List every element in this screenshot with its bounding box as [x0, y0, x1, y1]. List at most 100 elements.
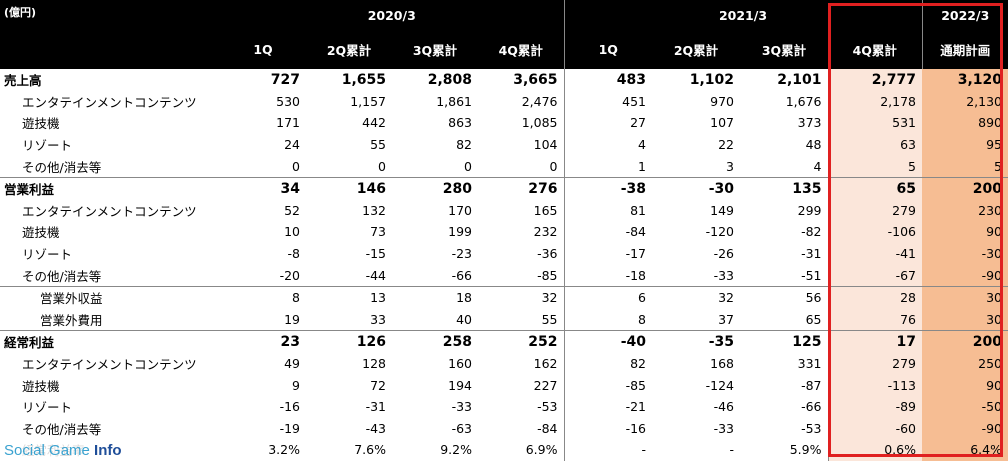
table-cell: -90	[922, 264, 1008, 287]
table-cell: 2,777	[827, 69, 922, 91]
table-cell: 8	[563, 308, 652, 331]
table-cell: 126	[306, 330, 392, 353]
table-cell: 82	[456, 137, 472, 153]
table-cell: 34	[220, 176, 306, 200]
table-cell: 279	[827, 352, 922, 375]
column-header: 2Q累計	[306, 30, 392, 69]
table-cell: 17	[827, 330, 922, 353]
table-cell: 4	[563, 133, 652, 156]
table-cell: -60	[827, 417, 922, 440]
table-cell: -53	[537, 399, 558, 415]
table-cell: -33	[451, 399, 472, 415]
row-label: 遊技機	[22, 378, 60, 394]
table-cell: 135	[740, 176, 828, 200]
table-cell: -113	[827, 374, 922, 396]
table-cell: 331	[797, 356, 822, 372]
table-cell: -20	[279, 267, 300, 283]
table-cell: 9.2%	[440, 442, 472, 458]
table-cell: 63	[827, 133, 922, 156]
table-cell: 5	[827, 155, 922, 178]
table-cell: 3	[726, 158, 734, 174]
table-cell: 970	[710, 93, 734, 109]
table-cell: -44	[365, 267, 386, 283]
table-cell: 1	[563, 155, 652, 178]
row-label: リゾート	[22, 247, 73, 263]
table-cell: 3.2%	[268, 442, 300, 458]
column-header: 3Q累計	[740, 30, 828, 69]
table-row: 売上高 727 1,655 2,808 3,665 483 1,102 2,101 2,777 3…	[0, 69, 1008, 91]
table-cell: 72	[370, 377, 386, 393]
row-label: 営業外収益	[0, 285, 220, 309]
table-cell: 8	[220, 285, 306, 309]
table-cell: 73	[370, 224, 386, 240]
row-label: 遊技機	[22, 116, 60, 132]
table-cell: 55	[541, 311, 558, 327]
column-header: 通期計画	[921, 30, 1008, 69]
row-label: 経常利益	[0, 330, 220, 353]
table-cell: -106	[827, 221, 922, 243]
table-cell: 24	[284, 137, 300, 153]
table-cell: -66	[801, 399, 822, 415]
table-cell: 258	[392, 330, 478, 353]
table-cell: -31	[365, 399, 386, 415]
table-cell: 1,861	[436, 93, 472, 109]
table-cell: 30	[922, 308, 1008, 331]
table-cell: -51	[801, 267, 822, 283]
table-cell: 0	[549, 158, 558, 174]
table-cell: 442	[362, 115, 386, 131]
table-cell: 149	[710, 202, 734, 218]
table-cell: 170	[448, 202, 472, 218]
table-cell: 863	[448, 115, 472, 131]
row-label: エンタテインメントコンテンツ	[22, 94, 197, 110]
year-2022-header: 2022/3	[921, 0, 1008, 30]
row-label: エンタテインメントコンテンツ	[22, 203, 197, 219]
table-cell: 299	[797, 202, 822, 218]
table-cell: -90	[922, 417, 1008, 440]
row-label: 営業外費用	[40, 312, 103, 328]
column-header: 2Q累計	[652, 30, 740, 69]
table-cell: -31	[801, 246, 822, 262]
table-cell: 200	[922, 176, 1008, 200]
table-header: (億円) 2020/3 2021/3 2022/3 1Q 2Q累計 3Q累計 4…	[0, 0, 1008, 69]
table-cell: -41	[827, 242, 922, 265]
table-cell: -124	[705, 377, 734, 393]
table-cell: 32	[478, 285, 564, 309]
table-cell: 128	[362, 356, 386, 372]
table-cell: 1,655	[341, 71, 386, 88]
table-cell: 30	[922, 285, 1008, 309]
table-cell: 531	[827, 112, 922, 134]
watermark-prefix: Social Game	[4, 442, 95, 459]
table-cell: 1,157	[350, 93, 386, 109]
table-cell: 82	[563, 352, 652, 375]
column-header: 1Q	[563, 30, 652, 69]
table-cell: 95	[922, 133, 1008, 156]
table-cell: 7.6%	[354, 442, 386, 458]
table-cell: 2,808	[427, 71, 472, 88]
table-cell: -89	[827, 395, 922, 418]
table-cell: 252	[478, 330, 564, 353]
table-cell: 232	[533, 224, 558, 240]
table-cell: -50	[922, 395, 1008, 418]
table-cell: 230	[922, 199, 1008, 222]
table-row: エンタテインメントコンテンツ 49 128 160 162 82 168 331 279 250	[0, 352, 1008, 375]
table-row: 営業外費用 19 33 40 55 8 37 65 76 30	[0, 308, 1008, 331]
row-label: その他/消去等	[22, 421, 102, 437]
table-cell: 2,476	[521, 93, 558, 109]
table-cell: -	[729, 442, 734, 458]
table-cell: 451	[563, 90, 652, 113]
table-cell: -36	[537, 246, 558, 262]
table-cell: 227	[533, 377, 558, 393]
table-cell: -43	[365, 420, 386, 436]
table-cell: -85	[537, 267, 558, 283]
table-cell: 199	[448, 224, 472, 240]
row-label: リゾート	[22, 138, 73, 154]
table-cell: -82	[801, 224, 822, 240]
table-cell: 280	[392, 176, 478, 200]
table-row: リゾート -8 -15 -23 -36 -17 -26 -31 -41 -30	[0, 242, 1008, 265]
table-cell: 28	[827, 285, 922, 309]
table-cell: -18	[563, 264, 652, 287]
column-header: 4Q累計	[478, 30, 564, 69]
table-cell: 162	[533, 356, 558, 372]
table-cell: -53	[801, 420, 822, 436]
